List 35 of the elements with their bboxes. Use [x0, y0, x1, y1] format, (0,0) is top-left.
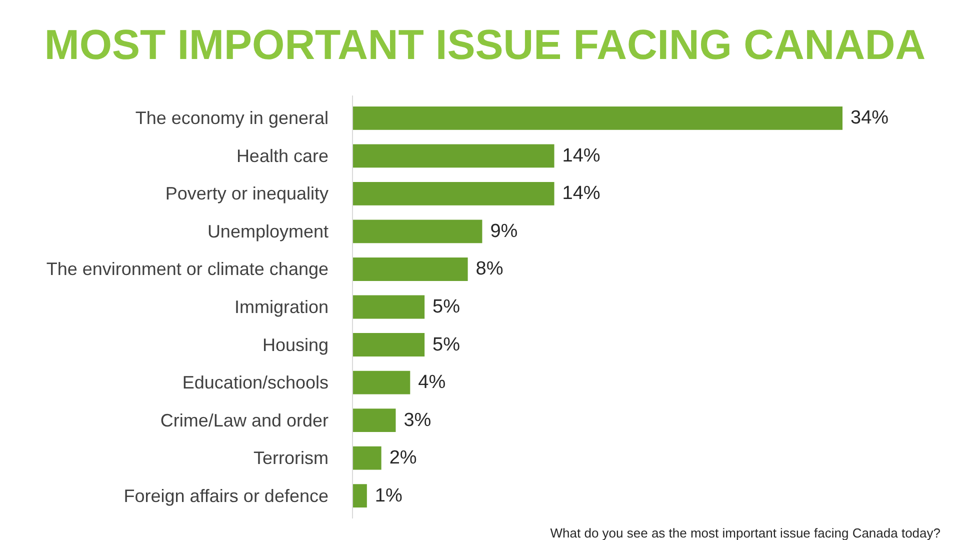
y-tick-label: Education/schools	[182, 372, 328, 393]
bar	[352, 484, 367, 508]
data-label: 2%	[389, 448, 417, 469]
text: What do you see as the most important issue facing Canada today?	[550, 526, 941, 540]
bar	[352, 333, 425, 356]
y-tick-label: Unemployment	[207, 221, 329, 242]
data-label: 14%	[562, 183, 600, 204]
y-tick-label: Foreign affairs or defence	[124, 486, 329, 506]
data-label: 1%	[374, 485, 402, 506]
y-tick-label: Terrorism	[254, 448, 329, 468]
bar	[352, 446, 382, 470]
data-label: 9%	[490, 220, 518, 242]
y-tick-label: Housing	[262, 334, 329, 355]
bar	[352, 258, 468, 281]
y-tick-label: The economy in general	[135, 108, 329, 128]
data-label: 14%	[562, 145, 600, 166]
bar	[352, 220, 482, 244]
data-label: 34%	[850, 108, 889, 129]
y-tick-label: The environment or climate change	[46, 259, 329, 280]
bar	[352, 295, 425, 319]
data-label: 5%	[432, 334, 460, 356]
y-tick-label: Poverty or inequality	[165, 184, 329, 204]
y-tick-label: Immigration	[234, 297, 329, 317]
data-label: 3%	[404, 410, 432, 431]
bar	[352, 144, 554, 168]
chart-title: MOST IMPORTANT ISSUE FACING CANADA	[44, 20, 926, 70]
y-tick-label: Health care	[236, 146, 329, 166]
bar	[352, 370, 410, 394]
bar	[352, 182, 554, 206]
data-label: 8%	[476, 258, 504, 280]
bar	[352, 408, 396, 432]
data-label: 5%	[432, 296, 460, 318]
y-tick-label: Crime/Law and order	[160, 410, 329, 430]
bar	[352, 106, 842, 130]
data-label: 4%	[418, 372, 446, 394]
